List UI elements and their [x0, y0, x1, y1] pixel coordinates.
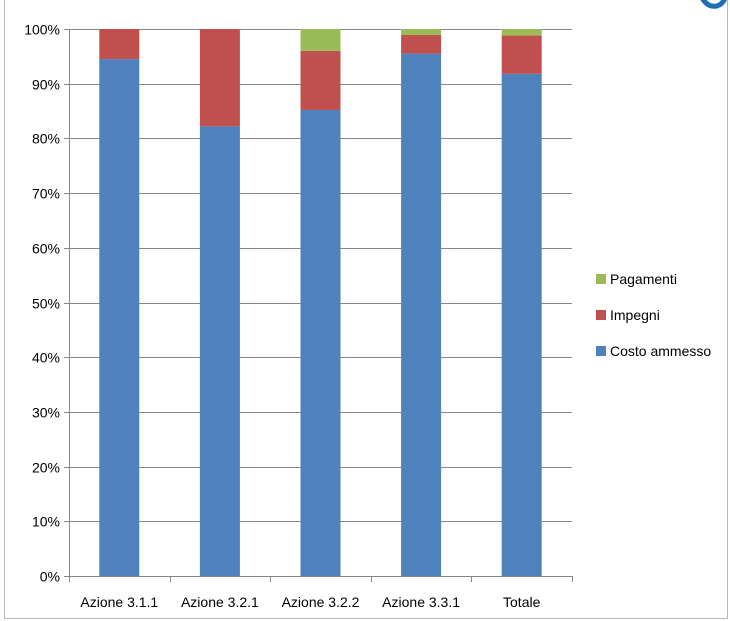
y-tick-label: 90% — [32, 77, 60, 93]
chart-frame — [4, 0, 728, 619]
y-tick-label: 20% — [32, 460, 60, 476]
y-tick-label: 100% — [24, 22, 60, 38]
legend: Pagamenti Impegni Costo ammesso — [596, 271, 711, 359]
bars — [99, 29, 542, 577]
bar-segment-costo-ammesso — [501, 73, 542, 576]
y-tick-label: 40% — [32, 350, 60, 366]
bar-segment-impegni — [199, 29, 240, 127]
bar-segment-costo-ammesso — [99, 59, 140, 576]
legend-label: Impegni — [610, 307, 660, 323]
y-tick-label: 10% — [32, 514, 60, 530]
legend-label: Pagamenti — [610, 271, 677, 287]
legend-swatch — [596, 346, 606, 356]
axes — [69, 29, 572, 577]
bar-segment-costo-ammesso — [199, 126, 240, 576]
legend-label: Costo ammesso — [610, 343, 711, 359]
y-tick-label: 30% — [32, 405, 60, 421]
bar-segment-impegni — [401, 35, 442, 54]
x-tick-label: Totale — [503, 594, 541, 610]
y-tick-label: 60% — [32, 241, 60, 257]
legend-swatch — [596, 274, 606, 284]
bar-segment-pagamenti — [501, 29, 542, 36]
y-tick-label: 80% — [32, 131, 60, 147]
y-tick-label: 50% — [32, 296, 60, 312]
bar-segment-pagamenti — [401, 29, 442, 36]
y-tick-label: 0% — [40, 569, 60, 585]
x-tick-label: Azione 3.2.1 — [181, 594, 259, 610]
x-tick-label: Azione 3.2.2 — [282, 594, 360, 610]
legend-swatch — [596, 310, 606, 320]
y-axis-ticks: 0% 10% 20% 30% 40% 50% 60% 70% 80% 90% 100% — [24, 22, 69, 585]
bar-segment-impegni — [300, 50, 341, 110]
bar-segment-impegni — [99, 29, 140, 60]
x-axis-ticks: Azione 3.1.1 Azione 3.2.1 Azione 3.2.2 Azio… — [69, 576, 573, 610]
y-tick-label: 70% — [32, 186, 60, 202]
bar-segment-costo-ammesso — [300, 109, 341, 577]
bar-segment-pagamenti — [300, 29, 341, 51]
bar-segment-impegni — [501, 35, 542, 74]
x-tick-label: Azione 3.1.1 — [80, 594, 158, 610]
bar-segment-costo-ammesso — [401, 53, 442, 577]
x-tick-label: Azione 3.3.1 — [382, 594, 460, 610]
logo-fragment — [700, 0, 727, 9]
